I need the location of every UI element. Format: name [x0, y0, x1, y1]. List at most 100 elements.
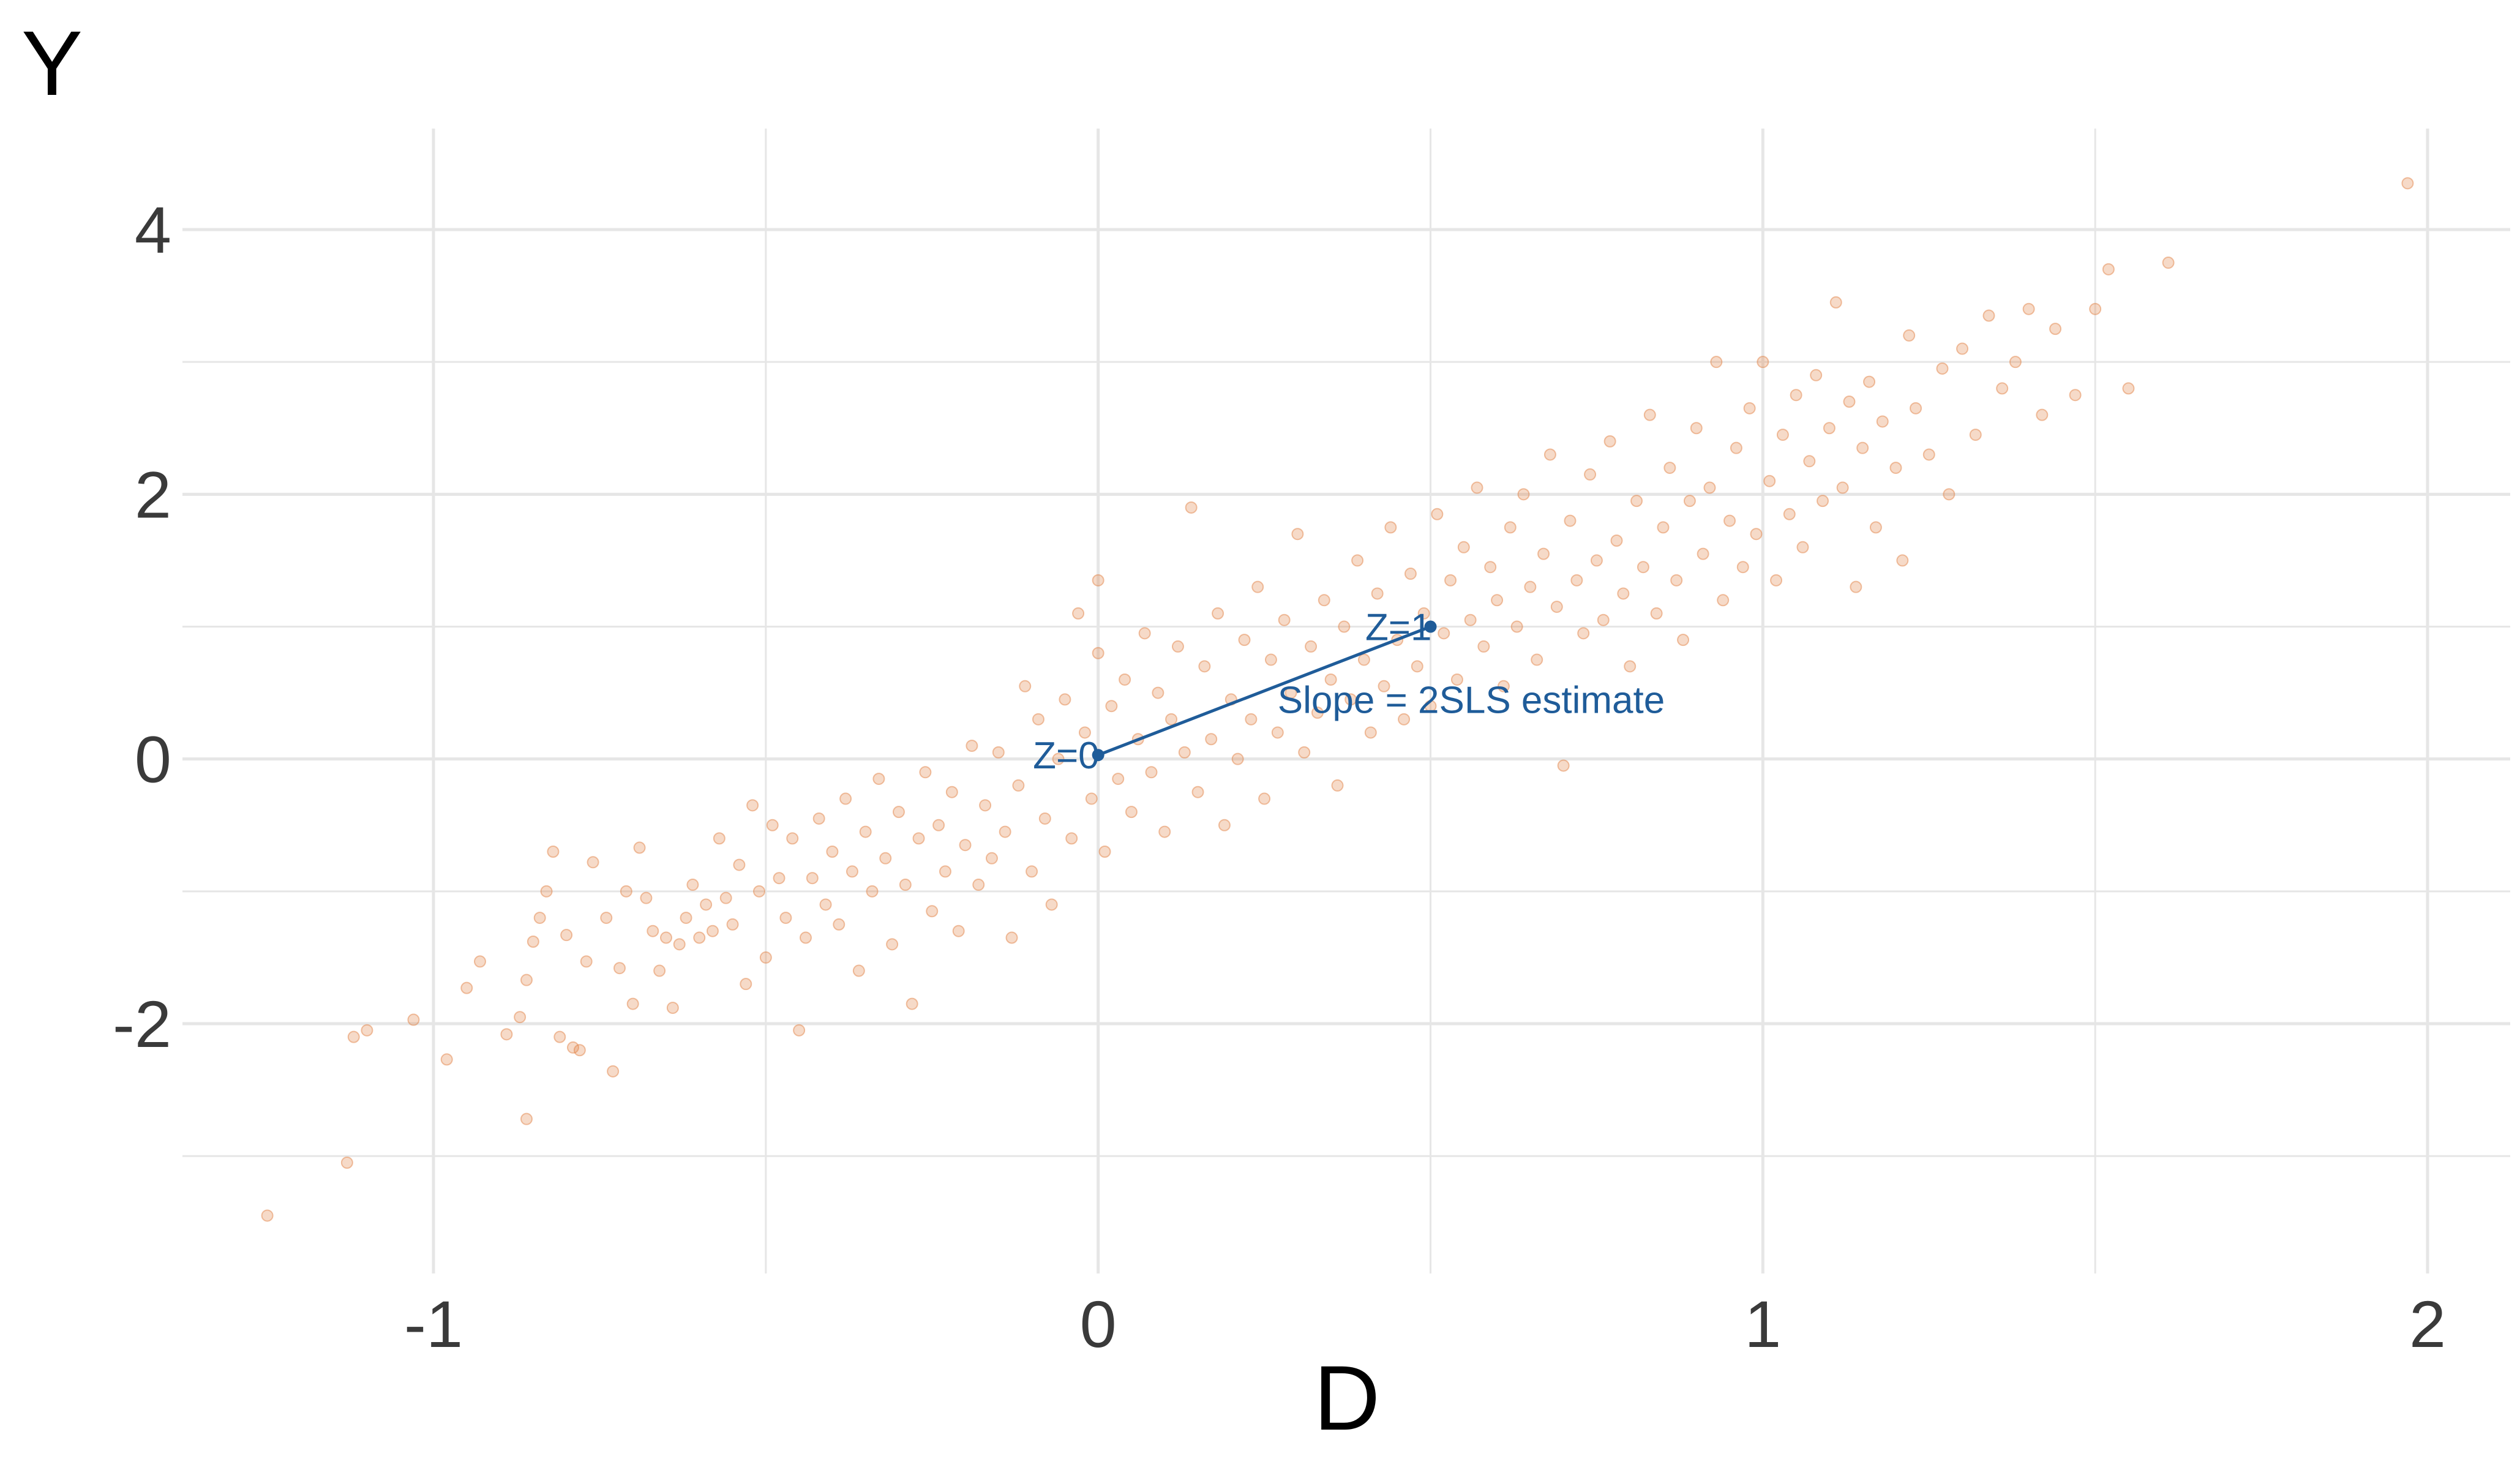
- data-point: [1537, 547, 1550, 560]
- data-point: [1757, 356, 1769, 369]
- data-point: [693, 931, 706, 944]
- data-point: [1524, 580, 1537, 593]
- data-point: [1457, 541, 1470, 553]
- data-point: [2036, 408, 2049, 421]
- data-point: [1650, 607, 1663, 620]
- data-point: [1922, 448, 1935, 461]
- data-point: [261, 1209, 274, 1222]
- data-point: [1723, 514, 1736, 527]
- data-point: [1810, 369, 1823, 381]
- data-point: [1384, 521, 1397, 534]
- data-point: [440, 1053, 453, 1066]
- z0-label: Z=0: [1033, 735, 1100, 777]
- data-point: [1005, 931, 1018, 944]
- data-point: [1504, 521, 1517, 534]
- data-point: [1185, 501, 1198, 514]
- z0-point: [1092, 749, 1104, 762]
- data-point: [1663, 462, 1676, 474]
- data-point: [1956, 342, 1969, 355]
- data-point: [719, 891, 732, 904]
- data-point: [1497, 680, 1510, 692]
- data-point: [1092, 574, 1104, 587]
- data-point: [1624, 660, 1637, 673]
- data-point: [2122, 382, 2135, 395]
- data-point: [726, 918, 739, 931]
- data-point: [460, 981, 473, 994]
- data-point: [926, 905, 939, 918]
- data-point: [773, 872, 786, 885]
- data-point: [520, 973, 533, 986]
- data-point: [633, 841, 646, 854]
- data-point: [733, 858, 746, 871]
- data-point: [859, 825, 872, 838]
- data-point: [1198, 660, 1211, 673]
- data-point: [1138, 627, 1151, 640]
- data-point: [799, 931, 812, 944]
- data-point: [740, 978, 752, 991]
- data-point: [566, 1041, 579, 1054]
- data-point: [1856, 441, 1869, 454]
- data-point: [673, 938, 686, 951]
- data-point: [1703, 481, 1716, 494]
- data-point: [1736, 561, 1749, 574]
- data-point: [620, 885, 632, 898]
- data-point: [1896, 554, 1909, 567]
- data-point: [1697, 547, 1709, 560]
- data-point: [2162, 257, 2175, 269]
- data-point: [2069, 389, 2082, 402]
- data-point: [1730, 441, 1742, 454]
- data-point: [1670, 574, 1683, 587]
- data-point: [1543, 448, 1556, 461]
- y-axis-ticks: -2 0 2 4: [113, 193, 171, 1061]
- data-point: [640, 891, 653, 904]
- data-point: [1464, 613, 1477, 626]
- data-point: [1823, 422, 1836, 435]
- data-point: [1012, 779, 1025, 792]
- data-point: [473, 955, 486, 968]
- data-point: [706, 925, 719, 937]
- data-point: [959, 839, 972, 852]
- data-point: [347, 1030, 360, 1043]
- data-point: [919, 766, 932, 779]
- data-point: [1910, 402, 1922, 414]
- data-point: [1943, 488, 1956, 501]
- data-point: [999, 825, 1011, 838]
- data-point: [361, 1024, 373, 1037]
- data-point: [1212, 607, 1224, 620]
- data-point: [786, 832, 799, 845]
- data-point: [1657, 521, 1670, 534]
- data-point: [1065, 832, 1078, 845]
- data-point: [1584, 468, 1597, 481]
- data-point: [1026, 865, 1038, 878]
- data-point: [340, 1156, 353, 1169]
- data-point: [1371, 587, 1384, 600]
- data-point: [680, 912, 692, 925]
- data-point: [1072, 607, 1085, 620]
- z1-point: [1424, 620, 1437, 633]
- data-point: [886, 938, 899, 951]
- data-point: [1245, 713, 1258, 726]
- data-point: [872, 773, 885, 786]
- data-point: [1796, 541, 1809, 553]
- z-segment-line: [1097, 625, 1431, 757]
- data-point: [793, 1024, 806, 1037]
- data-point: [659, 931, 672, 944]
- y-axis-title: Y: [21, 12, 83, 114]
- y-tick-label: -2: [113, 987, 171, 1061]
- data-point: [899, 879, 912, 891]
- data-point: [819, 898, 832, 911]
- x-axis-title: D: [1314, 1346, 1380, 1449]
- data-point: [2102, 263, 2115, 276]
- data-point: [1191, 786, 1204, 798]
- data-point: [1491, 594, 1504, 607]
- data-point: [1577, 627, 1590, 640]
- data-point: [1125, 806, 1138, 819]
- data-point: [1444, 574, 1457, 587]
- data-point: [600, 912, 613, 925]
- data-point: [1836, 481, 1849, 494]
- data-point: [1517, 488, 1530, 501]
- data-point: [1531, 653, 1543, 666]
- data-point: [1710, 356, 1723, 369]
- data-point: [1417, 607, 1430, 620]
- data-point: [1298, 746, 1311, 759]
